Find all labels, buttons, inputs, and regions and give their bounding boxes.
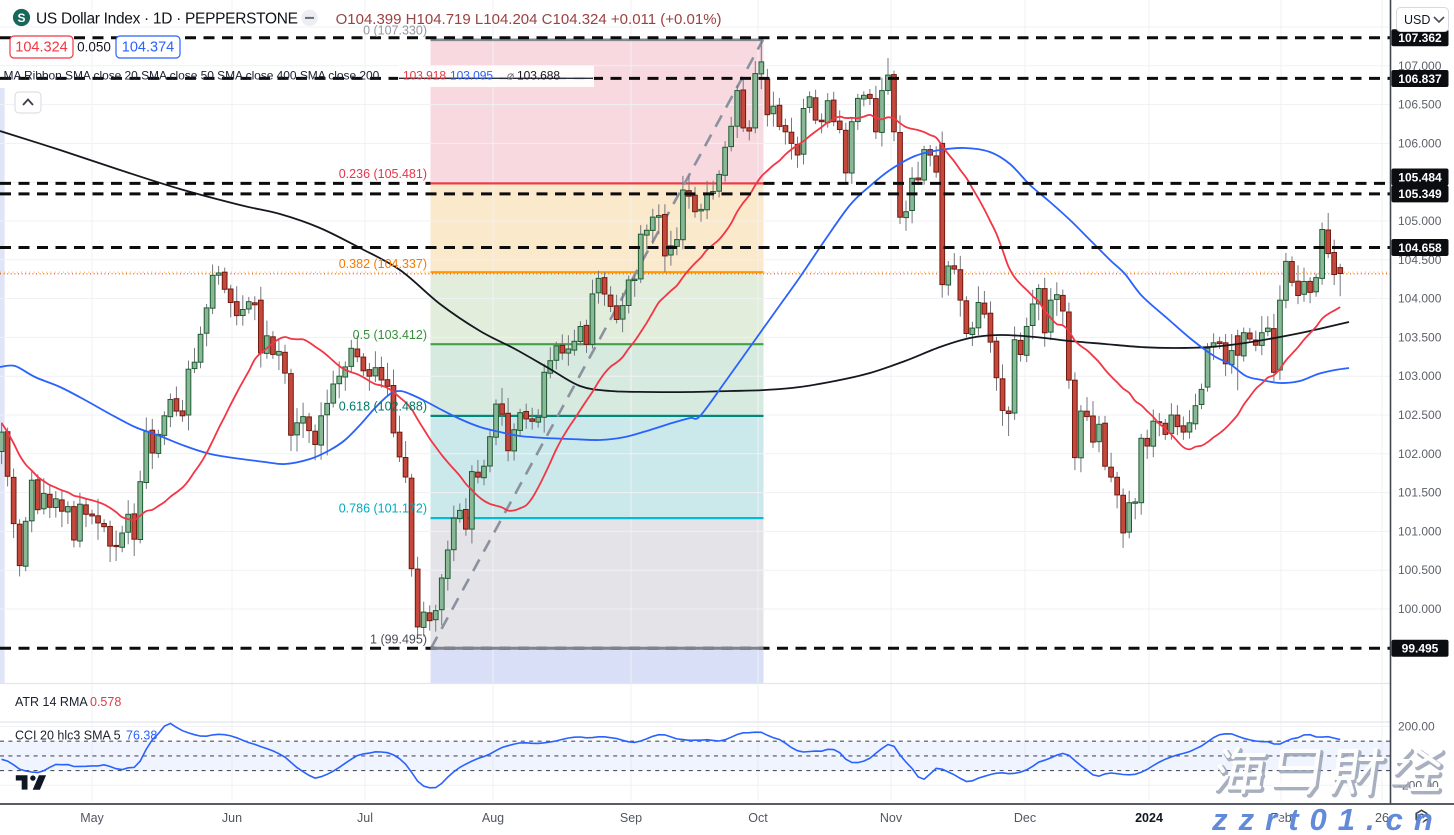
svg-text:USD: USD <box>1404 13 1430 27</box>
svg-text:0.382 (104.337): 0.382 (104.337) <box>339 257 427 271</box>
svg-text:105.484: 105.484 <box>1398 170 1442 184</box>
svg-text:0.578: 0.578 <box>90 695 121 709</box>
svg-text:104.374: 104.374 <box>122 40 174 56</box>
svg-text:100.000: 100.000 <box>1398 602 1442 616</box>
svg-text:104.500: 104.500 <box>1398 253 1442 267</box>
svg-text:US Dollar Index · 1D · PEPPERS: US Dollar Index · 1D · PEPPERSTONE <box>36 11 298 28</box>
svg-text:200.00: 200.00 <box>1398 719 1435 733</box>
svg-text:zzrt01.cn: zzrt01.cn <box>1211 802 1444 835</box>
svg-text:Aug: Aug <box>482 811 504 825</box>
svg-text:Jun: Jun <box>222 811 242 825</box>
svg-text:Feb: Feb <box>1270 811 1292 825</box>
svg-text:CCI 20 hlc3 SMA 5: CCI 20 hlc3 SMA 5 <box>15 729 121 743</box>
svg-text:104.658: 104.658 <box>1398 241 1442 255</box>
svg-text:107.362: 107.362 <box>1398 31 1442 45</box>
svg-text:Oct: Oct <box>748 811 768 825</box>
svg-text:76.38: 76.38 <box>126 729 157 743</box>
svg-text:105.000: 105.000 <box>1398 214 1442 228</box>
svg-text:1 (99.495): 1 (99.495) <box>370 633 427 647</box>
svg-text:107.000: 107.000 <box>1398 59 1442 73</box>
svg-text:ATR 14 RMA: ATR 14 RMA <box>15 695 88 709</box>
svg-text:99.495: 99.495 <box>1402 642 1439 656</box>
svg-text:MA Ribbon SMA close 20 SMA clo: MA Ribbon SMA close 20 SMA close 50 SMA … <box>4 69 561 83</box>
svg-text:105.349: 105.349 <box>1398 187 1442 201</box>
svg-text:103.000: 103.000 <box>1398 369 1442 383</box>
svg-text:0.618 (102.488): 0.618 (102.488) <box>339 400 427 414</box>
svg-text:O104.399 H104.719 L104.204 C10: O104.399 H104.719 L104.204 C104.324 +0.0… <box>336 11 722 28</box>
svg-text:Sep: Sep <box>620 811 642 825</box>
svg-text:0 (107.330): 0 (107.330) <box>363 24 427 38</box>
svg-text:106.837: 106.837 <box>1398 72 1442 86</box>
svg-text:104.000: 104.000 <box>1398 292 1442 306</box>
svg-text:S: S <box>17 11 25 25</box>
svg-text:26: 26 <box>1375 811 1389 825</box>
svg-text:Nov: Nov <box>880 811 903 825</box>
svg-text:Dec: Dec <box>1014 811 1036 825</box>
svg-text:2024: 2024 <box>1135 811 1163 825</box>
svg-text:101.500: 101.500 <box>1398 486 1442 500</box>
svg-text:100.500: 100.500 <box>1398 563 1442 577</box>
svg-text:106.000: 106.000 <box>1398 136 1442 150</box>
svg-text:102.000: 102.000 <box>1398 447 1442 461</box>
svg-text:106.500: 106.500 <box>1398 98 1442 112</box>
svg-text:0.050: 0.050 <box>77 40 111 55</box>
svg-text:104.324: 104.324 <box>15 40 67 56</box>
svg-text:May: May <box>80 811 104 825</box>
svg-text:101.000: 101.000 <box>1398 524 1442 538</box>
svg-text:102.500: 102.500 <box>1398 408 1442 422</box>
svg-text:Jul: Jul <box>357 811 373 825</box>
svg-text:0.236 (105.481): 0.236 (105.481) <box>339 167 427 181</box>
svg-text:0.5 (103.412): 0.5 (103.412) <box>353 328 427 342</box>
svg-text:0.786 (101.172): 0.786 (101.172) <box>339 502 427 516</box>
svg-text:103.500: 103.500 <box>1398 330 1442 344</box>
svg-text:zzrt01.cn: zzrt01.cn <box>1213 804 1446 835</box>
